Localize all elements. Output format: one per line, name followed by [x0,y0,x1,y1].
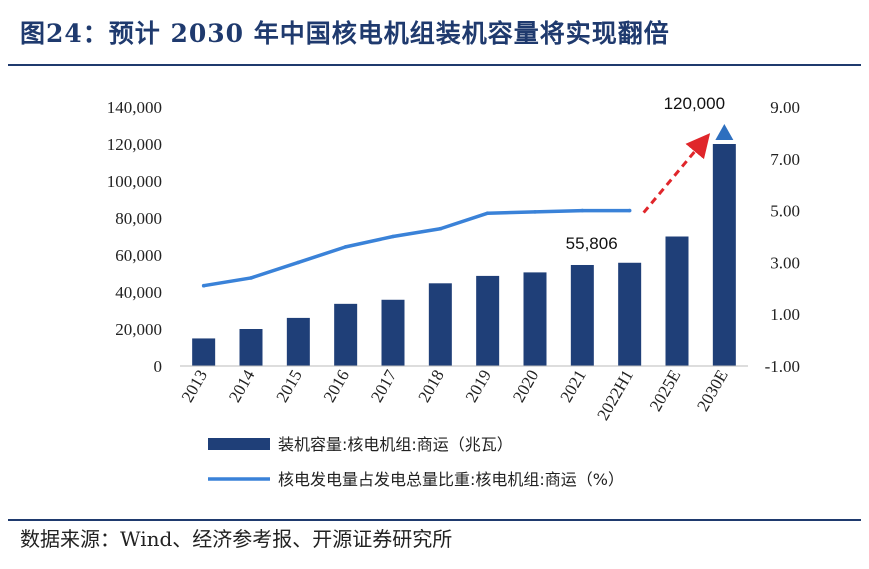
bar [239,329,263,366]
chart-title: 图24：预计 2030 年中国核电机组装机容量将实现翻倍 [20,19,670,48]
line-point [391,234,395,239]
line-point [627,208,632,213]
right-tick-label: -1.00 [765,357,800,376]
left-tick-label: 60,000 [115,246,162,265]
line-point [343,245,348,249]
legend-label: 装机容量:核电机组:商运（兆瓦） [278,435,513,454]
chart: 0 20,000 40,000 60,000 80,000 100,000 120,000 1… [107,94,800,489]
legend-label: 核电发电量占发电总量比重:核电机组:商运（%） [278,470,624,489]
bar [428,283,452,366]
line-path [203,208,630,288]
source-divider [8,519,861,521]
title-divider [8,64,861,66]
annotations: 55,806 120,000 [566,94,734,253]
right-tick-label: 1.00 [770,305,800,324]
x-tick-label: 2019 [462,366,495,405]
right-tick-label: 5.00 [770,202,800,221]
right-tick-label: 7.00 [770,150,800,169]
line-point [485,211,490,215]
bar [381,299,405,366]
bar [334,303,358,366]
x-tick-label: 2013 [178,367,211,406]
left-tick-label: 120,000 [107,135,162,154]
right-tick-label: 9.00 [770,98,800,117]
line-point [249,276,253,280]
bar [570,264,594,366]
legend: 装机容量:核电机组:商运（兆瓦） 核电发电量占发电总量比重:核电机组:商运（%） [208,435,624,489]
x-tick-label: 2025E [646,367,685,415]
left-tick-label: 100,000 [107,172,162,191]
left-tick-label: 40,000 [115,283,162,302]
left-axis-ticks: 0 20,000 40,000 60,000 80,000 100,000 120,000 1… [107,98,162,376]
source-note: 数据来源：Wind、经济参考报、开源证券研究所 [20,527,453,551]
trend-arrow [642,133,711,214]
line-series [201,208,632,288]
x-tick-label: 2018 [414,367,447,406]
x-tick-label: 2022H1 [593,367,637,424]
bar [523,272,547,366]
data-label: 120,000 [664,94,725,113]
x-tick-label: 2020 [509,367,542,406]
left-tick-label: 0 [154,357,163,376]
line-point [201,283,206,288]
line-point [296,260,301,265]
line-point [533,210,537,214]
triangle-marker [715,124,734,140]
bar [192,338,216,366]
bar [476,275,500,366]
bar-series [192,144,736,366]
left-tick-label: 20,000 [115,320,162,339]
x-tick-label: 2014 [225,366,259,405]
bar [712,144,736,366]
x-tick-label: 2015 [272,367,305,406]
data-label: 55,806 [566,234,618,253]
left-tick-label: 80,000 [115,209,162,228]
x-tick-label: 2030E [693,367,732,415]
line-point [580,208,585,213]
right-tick-label: 3.00 [770,253,800,272]
bar [665,236,689,366]
bar [286,317,310,366]
x-tick-label: 2017 [367,366,401,405]
legend-swatch-bar [208,438,270,450]
line-point [438,226,443,231]
bar [618,262,642,366]
left-tick-label: 140,000 [107,98,162,117]
x-tick-label: 2021 [556,367,589,406]
right-axis-ticks: -1.00 1.00 3.00 5.00 7.00 9.00 [765,98,800,376]
x-axis-labels: 2013 2014 2015 2016 2017 2018 2019 2020 2021 2022… [178,366,732,423]
x-tick-label: 2016 [320,367,353,406]
